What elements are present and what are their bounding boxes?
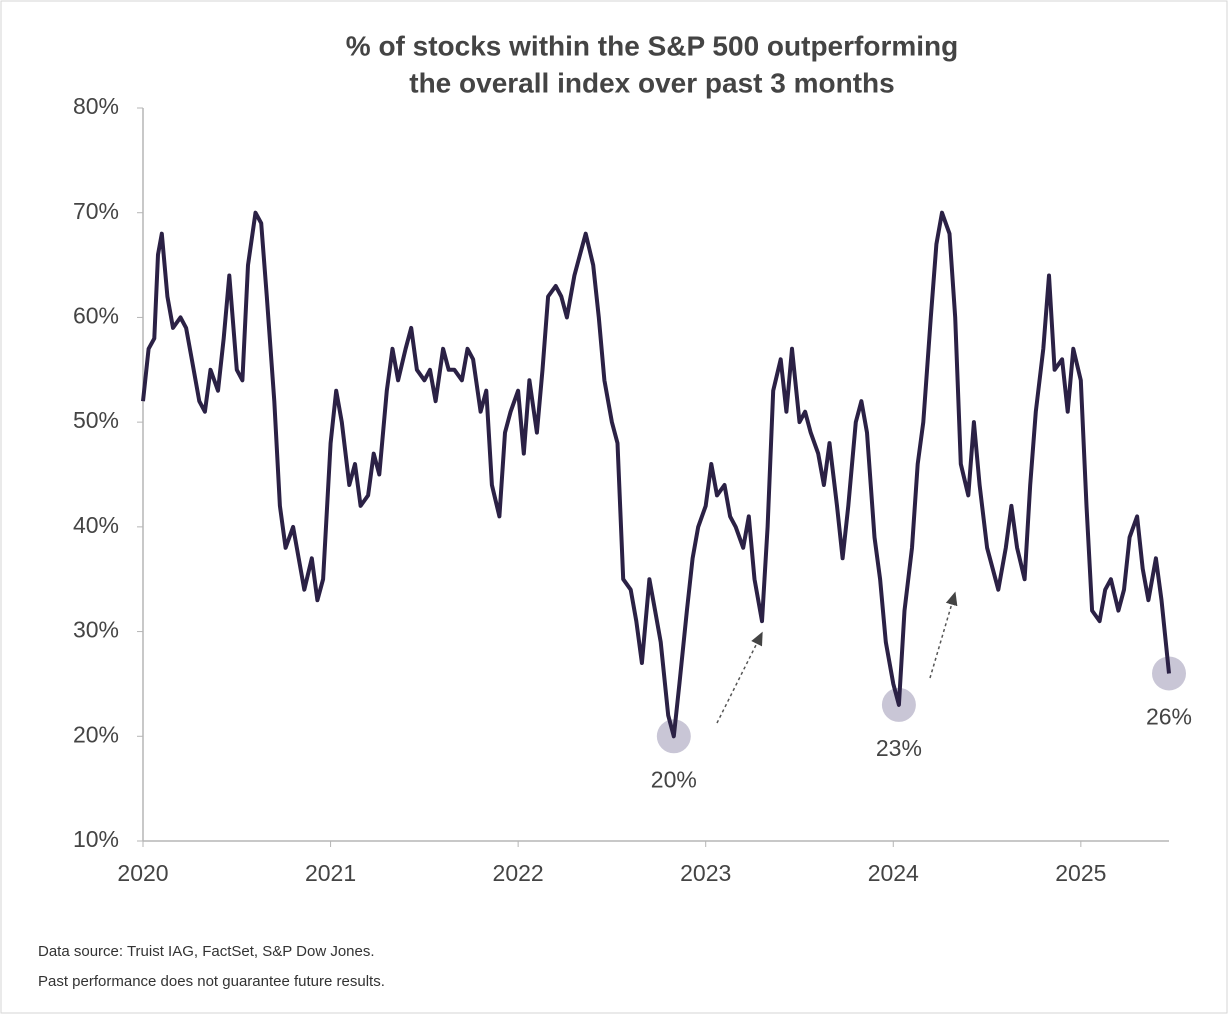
y-tick-label: 60% [73,303,119,329]
x-tick-label: 2021 [305,860,356,886]
arrow [716,631,763,724]
x-tick-label: 2022 [493,860,544,886]
arrow [929,591,958,679]
y-tick-label: 80% [73,93,119,119]
y-tick-label: 30% [73,617,119,643]
chart-title: % of stocks within the S&P 500 outperfor… [346,30,958,61]
x-tick-label: 2025 [1055,860,1106,886]
y-tick-label: 10% [73,826,119,852]
y-tick-label: 50% [73,407,119,433]
y-tick-label: 40% [73,512,119,538]
chart-title: the overall index over past 3 months [409,67,894,98]
x-tick-label: 2020 [117,860,168,886]
annotation-label: 26% [1146,704,1192,730]
annotation-label: 23% [876,735,922,761]
footnote: Past performance does not guarantee futu… [38,973,385,990]
series-line [141,210,1171,739]
x-tick-label: 2024 [868,860,919,886]
y-tick-label: 70% [73,198,119,224]
footnote: Data source: Truist IAG, FactSet, S&P Do… [38,943,375,960]
annotation-label: 20% [651,766,697,792]
y-tick-label: 20% [73,721,119,747]
x-tick-label: 2023 [680,860,731,886]
